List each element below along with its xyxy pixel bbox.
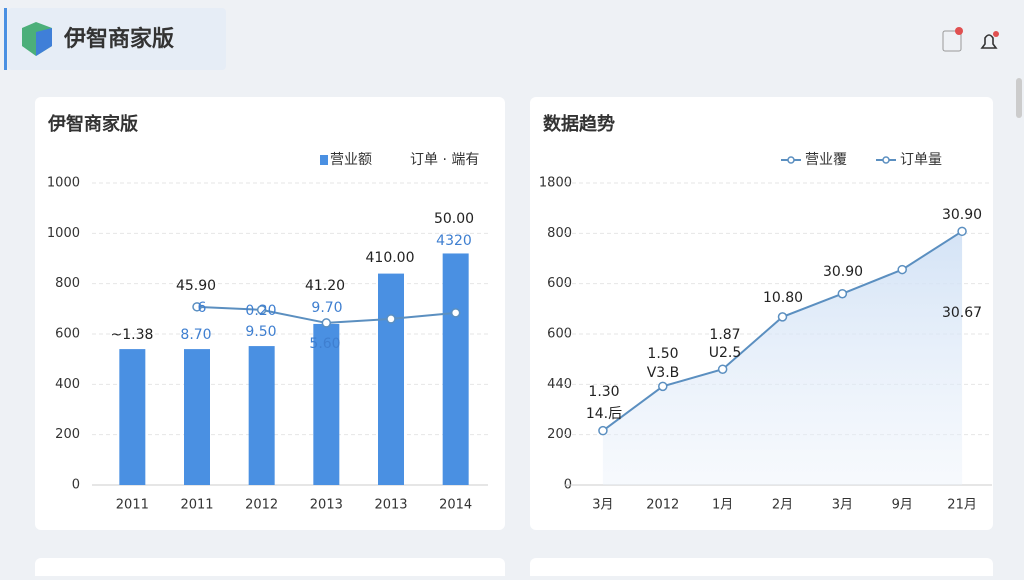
x-tick-label: 2012 (245, 498, 278, 513)
annotation: U2.5 (709, 345, 742, 361)
area (602, 231, 963, 485)
x-tick-label: 2月 (772, 498, 793, 513)
card-title: 数据趋势 (543, 113, 615, 135)
bell-icon[interactable] (980, 34, 998, 49)
x-tick-label: 3月 (832, 498, 853, 513)
y-tick-label: 200 (547, 427, 572, 442)
bar (313, 323, 340, 485)
logo-part (36, 28, 52, 56)
annotation: 0.20 (245, 303, 276, 319)
annotation: 5.60 (309, 336, 340, 352)
point (837, 288, 848, 299)
y-tick-label: 1000 (47, 226, 80, 241)
x-tick-label: 2014 (439, 498, 472, 513)
x-tick-label: 2012 (646, 498, 679, 513)
y-tick-label: 1000 (47, 176, 80, 191)
point (192, 302, 202, 312)
annotation: ~1.38 (111, 327, 154, 343)
y-tick-label: 400 (55, 377, 80, 392)
legend-label: 订单 · 端有 (410, 152, 479, 168)
x-tick-label: 2013 (310, 498, 343, 513)
x-tick-label: 2013 (374, 498, 407, 513)
annotation: 41.20 (305, 278, 345, 294)
legend-dot (787, 156, 795, 164)
annotation: 1.30 (588, 384, 619, 400)
legend-label: 订单量 (900, 152, 942, 168)
bar (184, 349, 210, 485)
scrollbar (1016, 78, 1022, 118)
header-card (8, 8, 226, 70)
y-tick-label: 600 (547, 327, 572, 342)
annotation: 45.90 (176, 278, 216, 294)
point (658, 381, 668, 392)
annotation: 30.67 (942, 305, 982, 321)
card (35, 558, 505, 580)
annotation: V3.B (647, 365, 680, 381)
point (897, 264, 907, 275)
bar (378, 273, 404, 485)
y-tick-label: 600 (547, 276, 572, 291)
annotation: 1.50 (647, 346, 678, 362)
point (450, 308, 461, 318)
point (386, 314, 396, 324)
legend-label: 营业覆 (805, 152, 847, 168)
point (957, 226, 967, 237)
annotation: 6 (198, 300, 207, 316)
legend-label: 营业额 (330, 152, 372, 168)
x-tick-label: 21月 (947, 498, 977, 513)
legend-swatch (320, 155, 328, 165)
y-tick-label: 0 (72, 478, 80, 493)
bar (119, 349, 146, 485)
point (717, 364, 728, 374)
point (777, 312, 788, 322)
point (598, 425, 608, 436)
annotation: 9.70 (311, 300, 342, 316)
annotation: 10.80 (763, 290, 803, 306)
y-tick-label: 440 (547, 377, 572, 392)
annotation: 8.70 (180, 327, 211, 343)
app-title: 伊智商家版 (63, 26, 174, 52)
doc-icon[interactable] (942, 30, 962, 52)
x-tick-label: 1月 (712, 498, 733, 513)
point (321, 318, 332, 328)
x-tick-label: 3月 (592, 498, 613, 513)
accent (4, 8, 7, 70)
y-tick-label: 800 (547, 226, 572, 241)
bar (248, 346, 275, 485)
x-tick-label: 2011 (180, 498, 213, 513)
y-tick-label: 600 (55, 327, 80, 342)
y-tick-label: 200 (55, 427, 80, 442)
annotation: 9.50 (245, 324, 276, 340)
annotation: 50.00 (434, 211, 474, 227)
bar (442, 253, 469, 485)
point (256, 305, 267, 315)
annotation: 4320 (436, 233, 472, 249)
annotation: 410.00 (366, 250, 415, 266)
annotation: 14.后 (586, 406, 622, 422)
card (530, 558, 993, 580)
legend-dot (882, 156, 890, 164)
y-tick-label: 800 (55, 276, 80, 291)
x-tick-label: 2011 (116, 498, 149, 513)
badge (955, 27, 963, 35)
annotation: 30.90 (823, 264, 863, 280)
y-tick-label: 1800 (539, 176, 572, 191)
badge (993, 31, 999, 37)
annotation: 30.90 (942, 207, 982, 223)
annotation: 1.87 (709, 327, 740, 343)
x-tick-label: 9月 (892, 498, 913, 513)
card-title: 伊智商家版 (47, 113, 138, 135)
